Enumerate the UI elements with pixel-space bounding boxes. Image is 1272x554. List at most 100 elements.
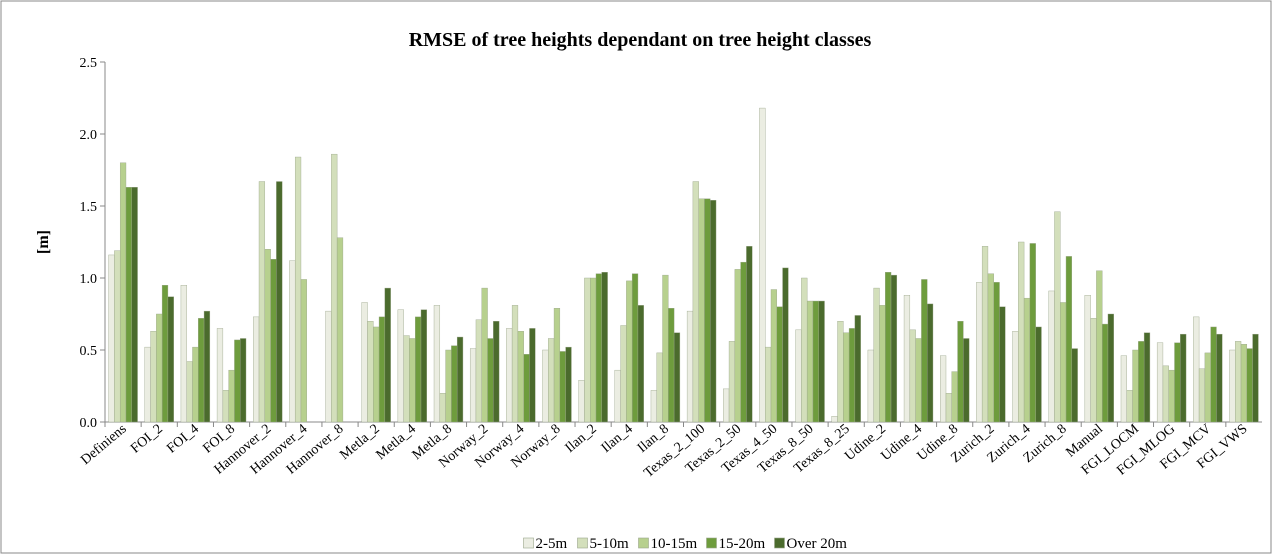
legend-label: 15-20m: [719, 536, 766, 552]
bar: [1090, 318, 1097, 423]
bar: [1065, 256, 1073, 423]
bar: [481, 287, 488, 423]
bar: [445, 349, 452, 423]
legend-swatch: [638, 537, 649, 549]
bar: [993, 282, 1000, 423]
bar: [1143, 332, 1151, 423]
bar: [542, 349, 549, 423]
bar: [1204, 352, 1211, 423]
bar: [686, 310, 694, 423]
bar: [1060, 302, 1067, 423]
bar: [1252, 333, 1259, 423]
y-tick-label: 1.0: [80, 272, 98, 287]
bar: [548, 338, 555, 423]
bar: [728, 341, 736, 423]
bar: [409, 338, 416, 423]
bar: [192, 346, 199, 423]
bar: [511, 305, 519, 423]
bar: [734, 269, 741, 423]
bar: [1029, 243, 1036, 423]
bar: [523, 354, 530, 423]
bar: [234, 339, 241, 423]
bar: [1210, 326, 1217, 423]
bar: [981, 246, 989, 423]
bar: [957, 321, 964, 423]
bar: [373, 326, 380, 423]
bar: [879, 305, 886, 423]
bar: [1120, 355, 1127, 423]
y-tick-label: 2.0: [80, 128, 98, 143]
bar: [1096, 270, 1103, 423]
bar: [161, 285, 169, 423]
bar: [987, 273, 994, 423]
bar: [626, 280, 633, 423]
bar: [270, 259, 277, 423]
bar: [180, 285, 187, 423]
bar: [590, 277, 597, 423]
legend-swatch: [774, 537, 785, 549]
bar: [203, 310, 211, 423]
bar: [909, 329, 916, 423]
y-tick-label: 2.5: [80, 56, 98, 71]
bar: [1132, 349, 1139, 423]
bar: [885, 272, 892, 423]
bar: [276, 181, 283, 423]
bar: [963, 338, 970, 423]
bar: [565, 346, 572, 423]
bar: [456, 336, 464, 423]
legend-swatch: [577, 537, 588, 549]
bar: [940, 355, 947, 423]
bar: [506, 328, 513, 423]
bar: [1156, 342, 1164, 423]
bar: [125, 187, 132, 423]
bar: [336, 237, 344, 423]
bar: [559, 351, 566, 423]
bar: [614, 369, 621, 423]
bar: [1023, 297, 1031, 423]
bar: [1193, 316, 1200, 423]
legend-swatch: [523, 537, 534, 549]
bar: [578, 380, 585, 423]
bar: [451, 345, 458, 423]
bar: [595, 273, 602, 423]
y-axis-label: [m]: [35, 230, 52, 254]
y-tick-label: 1.5: [80, 200, 98, 215]
bar: [926, 303, 934, 423]
bar: [831, 416, 838, 423]
bar: [378, 316, 386, 423]
bar: [433, 305, 441, 423]
bar: [1048, 290, 1055, 423]
bar: [620, 325, 627, 423]
bar: [1035, 326, 1042, 423]
bar: [1229, 349, 1236, 423]
bar: [144, 346, 151, 423]
bar: [843, 332, 850, 423]
bar: [150, 331, 157, 423]
bar: [812, 300, 819, 423]
bar: [915, 338, 922, 423]
bar: [746, 246, 753, 423]
bar: [1174, 342, 1181, 423]
bar: [361, 302, 368, 423]
bar: [186, 361, 193, 423]
bar: [198, 318, 205, 423]
bar: [331, 153, 338, 423]
bar: [1101, 323, 1109, 423]
bar: [228, 369, 235, 423]
bar: [854, 315, 861, 423]
bar: [1018, 241, 1025, 423]
bar: [692, 181, 699, 423]
bar: [631, 273, 639, 423]
bar: [264, 248, 271, 423]
bar: [289, 260, 296, 423]
chart-title: RMSE of tree heights dependant on tree h…: [409, 29, 872, 51]
bar: [1107, 313, 1114, 423]
bar: [439, 393, 446, 423]
bar: [1198, 368, 1206, 423]
bar: [637, 305, 644, 423]
bar: [131, 187, 138, 423]
bar: [517, 331, 524, 423]
legend-label: 2-5m: [536, 536, 568, 552]
bar: [806, 300, 814, 423]
bar: [1162, 365, 1169, 423]
